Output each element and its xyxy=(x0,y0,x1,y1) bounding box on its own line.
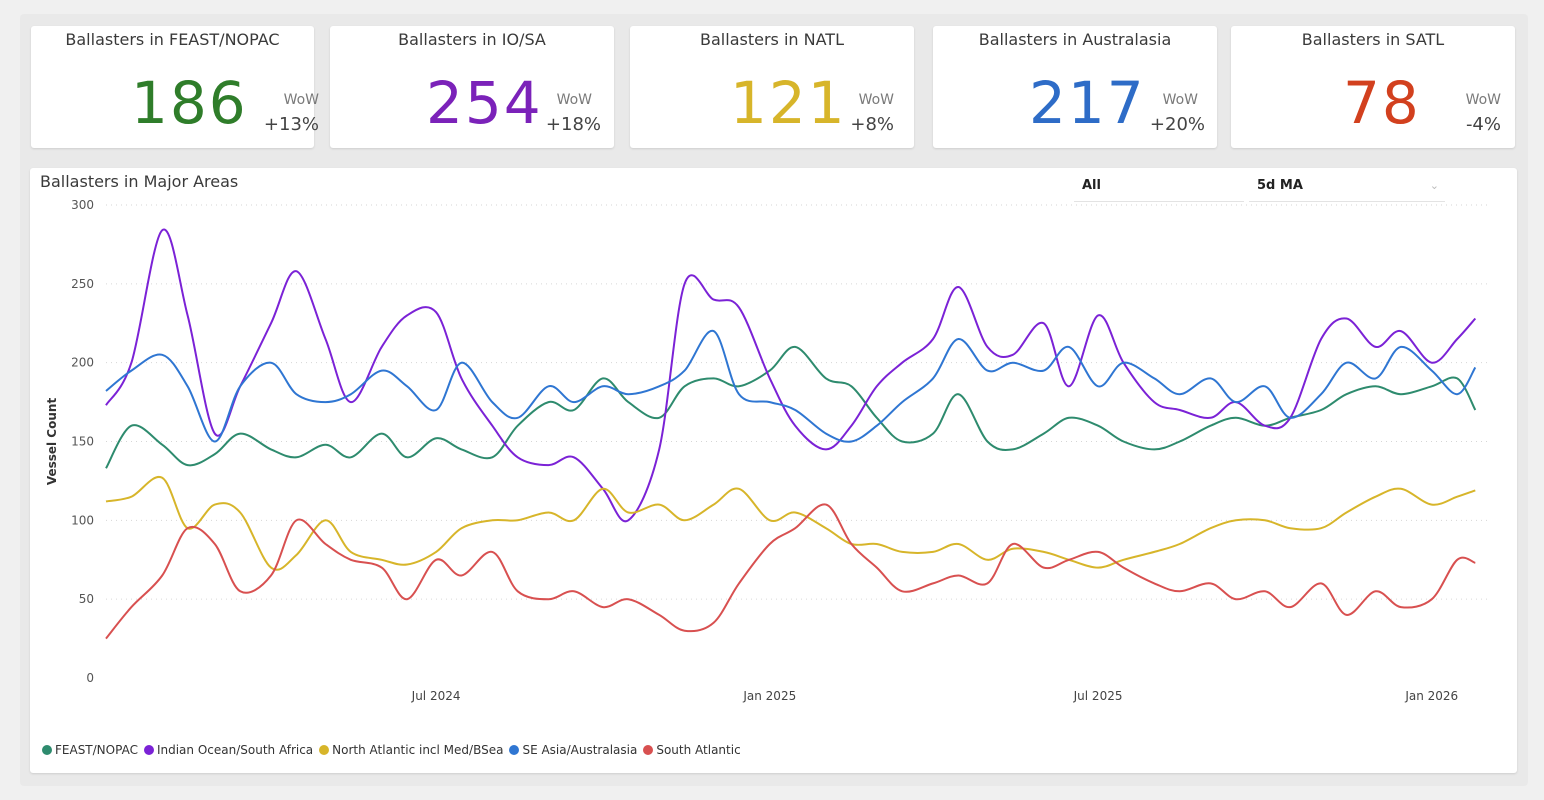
y-tick-label: 300 xyxy=(71,198,94,212)
wow-label: WoW xyxy=(1162,92,1198,108)
legend-item[interactable]: FEAST/NOPAC xyxy=(42,743,138,757)
series-line-indian-ocean-south-africa xyxy=(105,228,1477,523)
legend-marker xyxy=(42,745,52,755)
legend-label: South Atlantic xyxy=(656,743,741,757)
kpi-value: 254 xyxy=(426,69,543,137)
y-tick-label: 150 xyxy=(71,435,94,449)
x-tick-label: Jul 2024 xyxy=(411,689,461,703)
smoothing-slicer-value: 5d MA xyxy=(1257,178,1303,193)
y-tick-label: 100 xyxy=(71,513,94,527)
kpi-title: Ballasters in NATL xyxy=(700,30,844,49)
kpi-value: 78 xyxy=(1343,69,1421,137)
chart-card: 0 50 100 150 200 250 300 Jul 2024 Jan 2025 Jul 20… xyxy=(30,168,1517,773)
chevron-down-icon: ⌄ xyxy=(1429,179,1439,192)
kpi-title: Ballasters in SATL xyxy=(1301,30,1445,49)
wow-label: WoW xyxy=(283,92,319,108)
legend-item[interactable]: SE Asia/Australasia xyxy=(509,743,637,757)
legend-item[interactable]: North Atlantic incl Med/BSea xyxy=(319,743,503,757)
chart-legend: FEAST/NOPAC Indian Ocean/South Africa Nort… xyxy=(42,740,747,760)
y-tick-label: 0 xyxy=(86,671,94,685)
region-slicer-value: All xyxy=(1082,178,1101,193)
legend-label: SE Asia/Australasia xyxy=(522,743,638,757)
y-tick-label: 50 xyxy=(79,592,94,606)
y-tick-label: 250 xyxy=(71,277,94,291)
legend-marker xyxy=(509,745,520,755)
kpi-title: Ballasters in FEAST/NOPAC xyxy=(65,30,280,49)
wow-value: -4% xyxy=(1465,114,1501,135)
legend-item[interactable]: South Atlantic xyxy=(643,743,741,757)
series-line-se-asia-australasia xyxy=(105,330,1477,443)
legend-label: FEAST/NOPAC xyxy=(55,743,138,757)
legend-item[interactable]: Indian Ocean/South Africa xyxy=(143,743,314,757)
kpi-card-satl[interactable]: Ballasters in SATL 78 WoW -4% xyxy=(1231,26,1515,148)
series-line-north-atlantic-incl-med-bsea xyxy=(105,475,1476,571)
x-tick-label: Jan 2026 xyxy=(1404,689,1458,703)
legend-marker xyxy=(643,745,654,755)
smoothing-slicer[interactable]: 5d MA ⌄ xyxy=(1249,174,1445,202)
legend-marker xyxy=(319,745,330,755)
x-tick-label: Jul 2025 xyxy=(1073,689,1123,703)
wow-label: WoW xyxy=(858,92,894,108)
y-tick-label: 200 xyxy=(71,356,94,370)
kpi-card-natl[interactable]: Ballasters in NATL 121 WoW +8% xyxy=(630,26,914,148)
wow-label: WoW xyxy=(556,92,592,108)
kpi-card-feast-nopac[interactable]: Ballasters in FEAST/NOPAC 186 WoW +13% xyxy=(31,26,319,148)
kpi-title: Ballasters in IO/SA xyxy=(398,30,546,49)
wow-value: +18% xyxy=(545,114,601,135)
line-chart[interactable]: 0 50 100 150 200 250 300 Jul 2024 Jan 2025 Jul 20… xyxy=(30,168,1517,738)
wow-value: +8% xyxy=(850,114,894,135)
series-line-feast-nopac xyxy=(105,345,1477,469)
kpi-value: 217 xyxy=(1029,69,1146,137)
chart-title: Ballasters in Major Areas xyxy=(40,172,239,191)
kpi-card-australasia[interactable]: Ballasters in Australasia 217 WoW +20% xyxy=(933,26,1217,148)
x-tick-label: Jan 2025 xyxy=(742,689,796,703)
legend-label: Indian Ocean/South Africa xyxy=(156,743,314,757)
series-line-south-atlantic xyxy=(105,503,1476,640)
region-slicer[interactable]: All xyxy=(1074,174,1244,202)
y-axis-label: Vessel Count xyxy=(45,398,59,486)
wow-label: WoW xyxy=(1465,92,1501,108)
kpi-value: 186 xyxy=(131,69,248,137)
legend-label: North Atlantic incl Med/BSea xyxy=(332,743,504,757)
legend-marker xyxy=(143,745,154,755)
wow-value: +20% xyxy=(1149,114,1205,135)
kpi-card-io-sa[interactable]: Ballasters in IO/SA 254 WoW +18% xyxy=(330,26,614,148)
wow-value: +13% xyxy=(263,114,319,135)
kpi-title: Ballasters in Australasia xyxy=(978,30,1172,49)
kpi-value: 121 xyxy=(730,69,847,137)
